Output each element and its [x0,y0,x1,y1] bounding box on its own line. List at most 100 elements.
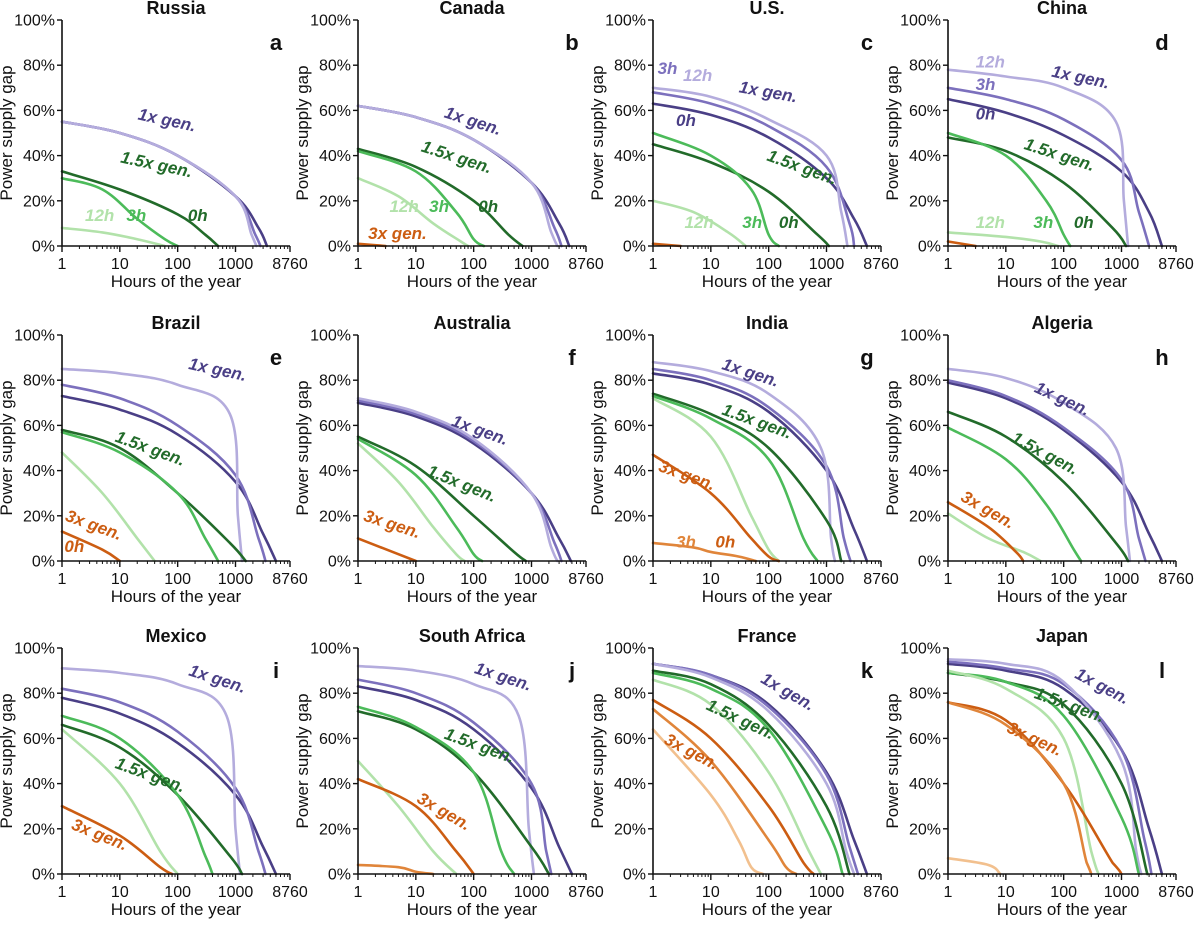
panel-title: Brazil [151,313,200,333]
series-line-1-5x-2 [60,226,167,248]
series-line-3x-1 [651,541,758,563]
panel-title: Algeria [1031,313,1093,333]
y-tick-label: 40% [614,776,646,793]
x-tick-label: 10 [407,256,425,273]
chart-panel-k: France k 0% 20% 40% 60% 80% 100% 1 10 100 1000 8760 H… [588,626,899,919]
y-axis-label: Power supply gap [588,65,607,200]
series-line-1x-1 [651,662,860,876]
y-tick-label: 80% [319,373,351,390]
chart-panel-c: U.S. c 0% 20% 40% 60% 80% 100% 1 10 100 1000 8760 Hou… [588,0,899,291]
y-tick-label: 60% [319,103,351,120]
series-line-3x-2 [946,856,1002,876]
y-tick-label: 0% [918,554,941,571]
series-line-1-5x-2 [946,231,1060,248]
x-tick-label: 1000 [514,571,550,588]
series-line-1-5x-2 [651,199,747,248]
y-tick-label: 60% [614,731,646,748]
series-line-1-5x-2 [356,442,466,563]
curve-annotation: 3h [658,59,678,78]
x-tick-label: 1 [354,884,363,901]
y-tick-label: 40% [614,148,646,165]
y-tick-label: 40% [319,148,351,165]
x-tick-label: 100 [1050,256,1077,273]
y-tick-label: 40% [909,463,941,480]
series-line-1x-0 [946,381,1164,563]
y-tick-label: 0% [32,239,55,256]
series-line-1x-2 [356,664,536,876]
x-tick-label: 1 [944,884,953,901]
series-line-1x-1 [60,383,267,563]
x-tick-label: 10 [407,884,425,901]
curve-annotation: 3h [976,75,996,94]
x-axis-label: Hours of the year [997,900,1128,919]
y-tick-label: 60% [319,418,351,435]
series-line-3x-0 [60,530,122,563]
x-axis-label: Hours of the year [111,272,242,291]
x-tick-label: 1 [58,571,67,588]
panel-letter: f [568,345,576,370]
curve-annotation: 3h [1033,213,1053,232]
y-tick-label: 80% [614,686,646,703]
series-line-1-5x-2 [60,451,156,563]
x-tick-label: 10 [997,256,1015,273]
x-tick-label: 8760 [863,571,899,588]
series-line-1x-1 [651,367,852,563]
x-tick-label: 100 [755,256,782,273]
y-tick-label: 40% [319,463,351,480]
x-tick-label: 8760 [1158,884,1194,901]
series-line-1-5x-2 [356,759,458,876]
x-tick-label: 10 [407,571,425,588]
curve-annotation: 1x gen. [1050,62,1111,93]
x-tick-label: 1000 [809,884,845,901]
y-tick-label: 100% [14,328,55,345]
series-line-1-5x-1 [651,394,819,563]
x-tick-label: 100 [755,884,782,901]
series-line-1x-2 [356,104,559,248]
series-line-1x-2 [60,120,258,248]
x-axis-label: Hours of the year [997,272,1128,291]
series-line-1-5x-2 [651,678,823,876]
curve-annotation: 1.5x gen. [720,400,795,443]
y-tick-label: 100% [900,641,941,658]
x-tick-label: 10 [997,571,1015,588]
x-tick-label: 1 [354,256,363,273]
curve-annotation: 1.5x gen. [419,137,494,178]
curve-annotation: 12h [976,52,1005,71]
series-line-1x-1 [60,687,267,876]
y-tick-label: 100% [310,328,351,345]
y-axis-label: Power supply gap [293,380,312,515]
y-tick-label: 80% [909,58,941,75]
panel-title: U.S. [749,0,784,18]
series-line-1-5x-1 [60,176,179,248]
series-line-1x-2 [946,68,1130,248]
x-tick-label: 8760 [568,256,604,273]
curve-annotation: 3x gen. [361,506,423,542]
y-tick-label: 40% [614,463,646,480]
y-tick-label: 60% [909,731,941,748]
panel-letter: d [1155,30,1168,55]
y-axis-label: Power supply gap [883,380,902,515]
panel-title: India [746,313,789,333]
series-line-3x-0 [60,804,174,876]
panel-title: South Africa [419,626,526,646]
series-line-1-5x-1 [60,714,214,876]
curve-annotation: 3x gen. [656,457,718,495]
series-line-1x-0 [60,696,278,876]
x-tick-label: 100 [164,256,191,273]
curve-annotation: 3h [126,206,146,225]
series-line-1-5x-0 [651,392,843,563]
y-tick-label: 60% [319,731,351,748]
curve-annotation: 1.5x gen. [1022,135,1097,176]
curve-annotation: 12h [389,197,418,216]
y-tick-label: 100% [14,13,55,30]
y-tick-label: 100% [900,13,941,30]
x-tick-label: 8760 [1158,256,1194,273]
panel-letter: k [861,658,874,683]
x-axis-label: Hours of the year [111,900,242,919]
series-line-1x-0 [60,120,269,248]
x-tick-label: 8760 [272,256,308,273]
series-line-1x-2 [60,667,242,876]
series-line-1-5x-0 [651,669,851,876]
series-line-1x-2 [651,360,837,563]
